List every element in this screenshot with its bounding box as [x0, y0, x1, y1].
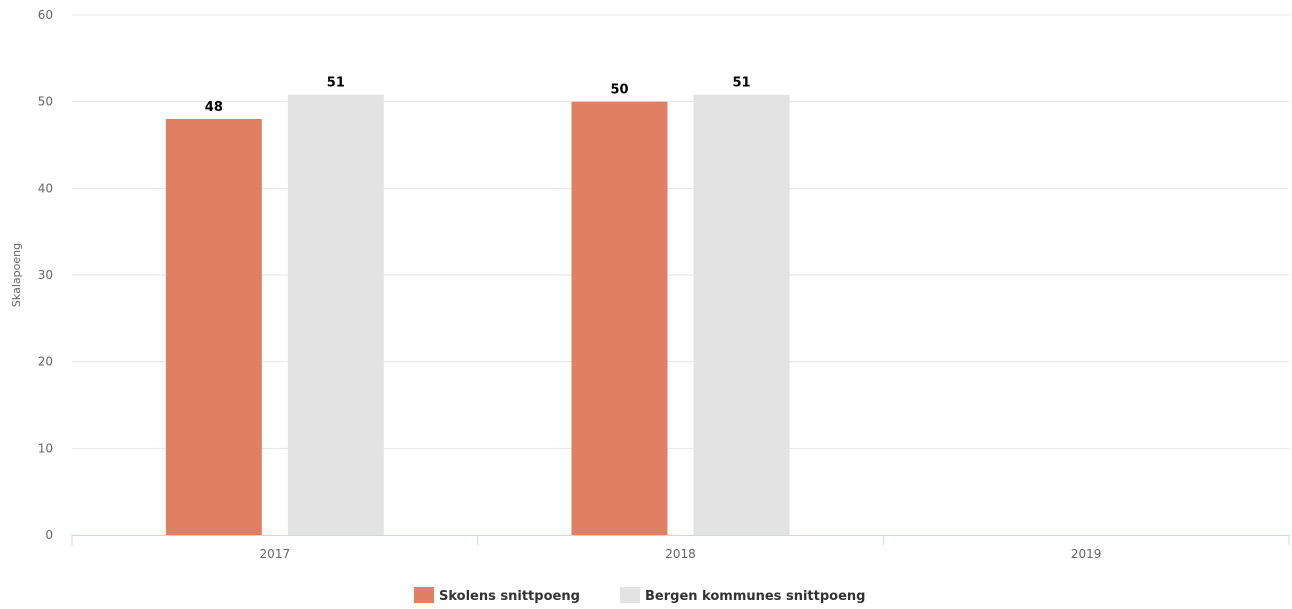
legend-swatch: [620, 587, 640, 603]
gridlines: [72, 14, 1289, 449]
y-tick-label: 20: [38, 355, 53, 369]
legend-label: Bergen kommunes snittpoeng: [645, 589, 865, 604]
bar[interactable]: [165, 119, 262, 535]
bars: [165, 94, 790, 536]
y-axis-label: Skalapoeng: [10, 243, 23, 307]
y-tick-label: 50: [38, 95, 53, 109]
bar[interactable]: [693, 94, 790, 535]
legend-item[interactable]: Bergen kommunes snittpoeng: [620, 587, 865, 604]
legend-item[interactable]: Skolens snittpoeng: [414, 587, 580, 604]
legend-swatch: [414, 587, 434, 603]
x-tick-label: 2017: [260, 547, 291, 561]
y-tick-label: 0: [45, 528, 53, 542]
legend-label: Skolens snittpoeng: [439, 589, 580, 604]
legend[interactable]: Skolens snittpoeng Bergen kommunes snittp…: [414, 587, 865, 604]
bar[interactable]: [287, 94, 384, 535]
x-tick-label: 2019: [1071, 547, 1102, 561]
x-tick-label: 2018: [665, 547, 696, 561]
y-tick-label: 10: [38, 441, 53, 455]
data-label: 50: [610, 83, 628, 98]
bar[interactable]: [571, 101, 668, 536]
data-label: 48: [205, 100, 223, 115]
y-axis-ticks: 0 10 20 30 40 50 60: [38, 8, 53, 542]
y-tick-label: 40: [38, 181, 53, 195]
y-tick-label: 60: [38, 8, 53, 22]
data-label: 51: [327, 76, 345, 91]
data-labels: 48 51 50 51: [205, 76, 751, 115]
data-label: 51: [732, 76, 750, 91]
x-axis: 2017 2018 2019: [71, 535, 1290, 561]
y-tick-label: 30: [38, 268, 53, 282]
